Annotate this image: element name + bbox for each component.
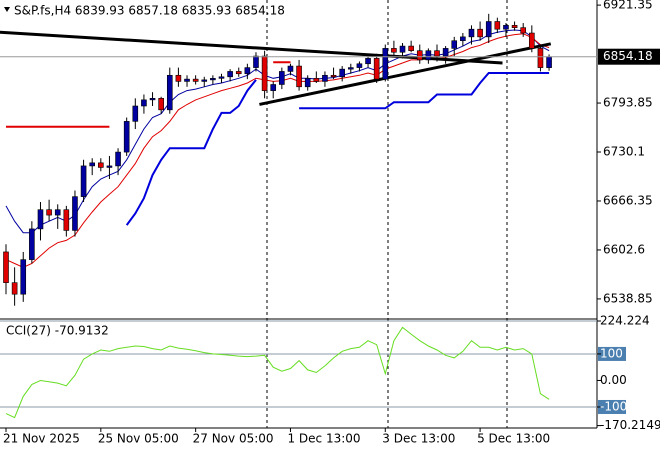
candle-body — [520, 27, 527, 34]
y-tick-label: -170.2149 — [600, 418, 660, 432]
candle-body — [141, 99, 147, 107]
candle-body — [347, 67, 354, 70]
candle-body — [184, 78, 190, 82]
indicator-line — [6, 61, 291, 128]
chart-title: S&P.fs,H4 6839.93 6857.18 6835.93 6854.1… — [14, 4, 285, 18]
candle-body — [313, 78, 320, 82]
candle-body — [80, 165, 87, 197]
candle-body — [330, 74, 337, 78]
candle-body — [89, 162, 95, 167]
candle-body — [373, 58, 380, 80]
candle-body — [46, 209, 52, 216]
candle-body — [494, 21, 501, 30]
candle-body — [192, 78, 199, 82]
candle-body — [106, 165, 113, 168]
indicator-line — [5, 33, 550, 268]
candle-body — [296, 65, 302, 88]
y-tick-label: 6602.6 — [603, 242, 645, 256]
candle-body — [72, 196, 78, 231]
candle-body — [468, 28, 475, 38]
y-tick-label: 6793.85 — [603, 96, 653, 110]
candle-body — [399, 45, 406, 53]
candle-body — [29, 228, 35, 260]
candle-body — [425, 50, 432, 61]
candle-body — [546, 56, 552, 68]
candle-body — [3, 251, 9, 283]
candle-body — [158, 98, 164, 111]
candle-body — [115, 151, 121, 167]
x-tick-label: 5 Dec 13:00 — [477, 432, 550, 446]
candle-body — [123, 121, 130, 153]
candle-body — [261, 55, 268, 91]
level-label-box — [598, 346, 626, 361]
candle-body — [253, 55, 259, 68]
candle-body — [503, 25, 509, 30]
y-tick-label: 6538.85 — [603, 291, 653, 305]
x-tick-label: 21 Nov 2025 — [3, 432, 80, 446]
y-tick-label: -100 — [600, 399, 627, 413]
candle-body — [485, 21, 492, 38]
indicator-line — [5, 29, 550, 234]
candle-body — [287, 65, 294, 72]
x-tick-label: 25 Nov 05:00 — [98, 432, 179, 446]
y-tick-label: 6921.35 — [603, 0, 653, 12]
y-tick-label: 224.224 — [600, 314, 650, 328]
candle-body — [537, 48, 544, 68]
candle-body — [244, 67, 251, 75]
candle-body — [339, 68, 345, 78]
candle-body — [451, 40, 458, 49]
candle-body — [166, 74, 173, 111]
candle-body — [460, 36, 466, 42]
candle-body — [304, 78, 311, 88]
candle-body — [270, 84, 277, 91]
candle-body — [218, 76, 225, 79]
current-price-label: 6854.18 — [603, 49, 653, 63]
current-price-box — [598, 48, 660, 65]
candle-body — [132, 105, 139, 122]
candle-body — [235, 71, 242, 75]
candle-body — [356, 63, 363, 68]
candle-body — [529, 32, 535, 49]
candle-body — [63, 209, 70, 231]
y-tick-label: 100 — [600, 346, 623, 360]
y-tick-label: 6666.35 — [603, 193, 653, 207]
candle-body — [98, 162, 104, 168]
candle-body — [442, 48, 449, 57]
candle-body — [322, 74, 328, 82]
candle-body — [365, 58, 371, 65]
candle-body — [391, 48, 397, 53]
candle-body — [11, 282, 18, 295]
candle-body — [201, 79, 208, 82]
candle-body — [175, 74, 182, 82]
candle-body — [434, 50, 440, 57]
candle-body — [54, 209, 61, 216]
candle-body — [408, 45, 414, 51]
candle-body — [227, 71, 233, 78]
candle-body — [279, 71, 285, 85]
candle-body — [477, 28, 483, 38]
level-label-box — [598, 399, 626, 414]
candle-body — [149, 98, 156, 101]
trendline — [259, 42, 552, 106]
day-separators — [266, 0, 508, 428]
title-icon — [4, 7, 10, 12]
y-tick-label: 6730.1 — [603, 145, 645, 159]
candle-body — [210, 78, 216, 81]
indicator-line — [125, 72, 550, 226]
x-tick-label: 1 Dec 13:00 — [287, 432, 360, 446]
candle-body — [20, 259, 27, 295]
x-tick-label: 3 Dec 13:00 — [382, 432, 455, 446]
candle-body — [382, 48, 389, 80]
x-tick-label: 27 Nov 05:00 — [193, 432, 274, 446]
candle-body — [416, 50, 423, 61]
candle-body — [511, 25, 518, 28]
candle-body — [37, 209, 44, 230]
indicator-title: CCI(27) -70.9132 — [6, 324, 109, 338]
y-tick-label: 0.00 — [600, 373, 627, 387]
indicator-line — [5, 326, 550, 419]
